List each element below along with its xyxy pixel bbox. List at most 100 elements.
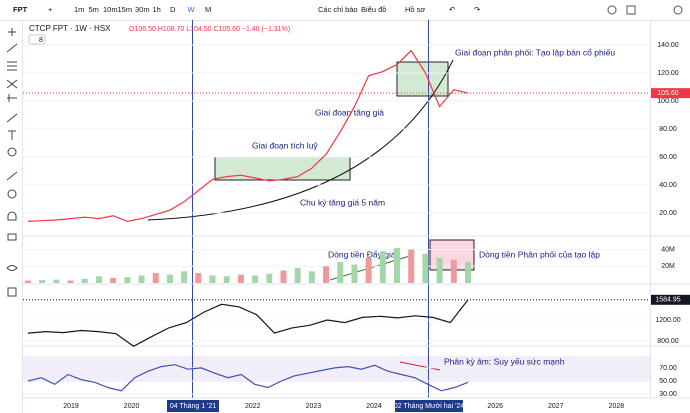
volume-bar xyxy=(209,275,216,283)
pattern-tool[interactable] xyxy=(6,79,18,89)
annotation: Phân kỳ âm: Suy yếu sức mạnh xyxy=(444,356,565,366)
y-tick-label: 80.00 xyxy=(659,126,677,133)
brush-tool[interactable] xyxy=(6,113,18,123)
volume-bar xyxy=(110,277,117,283)
ruler-tool[interactable] xyxy=(6,171,18,181)
forecast-tool[interactable] xyxy=(7,94,17,102)
interval[interactable]: W xyxy=(188,5,196,14)
volume-bar xyxy=(450,259,457,283)
y-tick-label: 140.00 xyxy=(657,42,679,49)
volume-bar xyxy=(280,270,287,283)
annotation: Giai đoạn phân phối: Tạo lập bán cổ phiế… xyxy=(455,47,615,57)
volume-bar xyxy=(25,280,31,283)
marker-label: 04 Tháng 1 '21 xyxy=(170,403,216,410)
x-tick-label: 2026 xyxy=(487,403,503,410)
interval[interactable]: 30m xyxy=(135,5,150,14)
undo[interactable]: ↶ xyxy=(449,5,456,14)
badge-box xyxy=(28,34,46,45)
profile[interactable]: Hồ sơ xyxy=(405,5,425,14)
y-tick-label: 40M xyxy=(661,246,675,253)
volume-bar xyxy=(53,279,60,283)
volume-bar xyxy=(39,280,46,283)
y-tick-label: 120.00 xyxy=(657,70,679,77)
volume-bar xyxy=(337,262,344,283)
y-tick-label: 40.00 xyxy=(659,182,677,189)
line-tool[interactable] xyxy=(6,43,18,53)
symbol[interactable]: FPT xyxy=(13,5,28,14)
volume-bar xyxy=(195,272,202,283)
volume-bar xyxy=(365,257,372,283)
annotation: Giai đoạn tích luỹ xyxy=(252,140,318,150)
volume-bar xyxy=(308,271,315,283)
volume-bar xyxy=(379,251,386,283)
volume-bar xyxy=(408,249,415,283)
trash-tool[interactable] xyxy=(7,287,17,297)
interval[interactable]: D xyxy=(170,5,176,14)
emoji-tool[interactable] xyxy=(7,147,17,157)
volume-bar xyxy=(465,262,471,283)
volume-bar xyxy=(95,276,102,283)
x-tick-label: 2022 xyxy=(245,403,261,410)
cycle-curve xyxy=(147,59,454,221)
volume-bar xyxy=(237,274,244,283)
y-tick-label: 60.00 xyxy=(659,154,677,161)
left-toolbar xyxy=(6,28,18,297)
x-tick-label: 2028 xyxy=(609,403,625,410)
last-price-bg xyxy=(651,294,690,305)
y-tick-label: 800.00 xyxy=(657,338,679,345)
y-tick-label: 100.00 xyxy=(657,98,679,105)
redo[interactable]: ↷ xyxy=(474,5,481,14)
rsi-band xyxy=(23,356,650,382)
volume-bar xyxy=(124,277,131,283)
text-tool[interactable] xyxy=(8,130,16,140)
volume-bar xyxy=(152,272,159,283)
last-price-label: 1584.95 xyxy=(655,297,680,304)
x-tick-label: 2019 xyxy=(63,403,79,410)
volume-bar xyxy=(294,267,301,283)
y-tick-label: 70.00 xyxy=(659,365,677,372)
search[interactable] xyxy=(607,5,617,15)
last-price-bg xyxy=(651,88,690,99)
magnet-tool[interactable] xyxy=(7,211,17,221)
camera[interactable] xyxy=(673,5,683,15)
annotation: Giai đoạn tăng giá xyxy=(315,107,384,117)
annotation: Chu kỳ tăng giá 5 năm xyxy=(300,197,385,207)
fullscreen[interactable] xyxy=(626,5,636,15)
indicators[interactable]: Các chỉ báo xyxy=(318,5,358,14)
interval[interactable]: 5m xyxy=(89,5,99,14)
volume-bar xyxy=(252,275,259,283)
top-toolbar: FPT + Các chỉ báo Biểu đồ Hồ sơ ↶ ↷ 1m 5m… xyxy=(13,5,683,15)
marker-label: 02 Tháng Mười hai '24 xyxy=(394,403,465,410)
interval[interactable]: M xyxy=(205,5,211,14)
lock-tool[interactable] xyxy=(7,233,17,241)
divergence-arrow xyxy=(399,361,441,371)
volume-bar xyxy=(223,276,230,283)
interval[interactable]: 10m xyxy=(103,5,118,14)
distribution-box xyxy=(396,61,449,97)
volume-bar xyxy=(67,280,74,283)
legend-ohlc: O106.50 H108.70 L104.50 C105.60 −1.40 (−… xyxy=(129,26,290,33)
eye-tool[interactable] xyxy=(6,265,18,271)
add-symbol[interactable]: + xyxy=(48,5,53,14)
x-tick-label: 2020 xyxy=(124,403,140,410)
x-tick-label: 2023 xyxy=(306,403,322,410)
y-tick-label: 50.00 xyxy=(659,378,677,385)
interval[interactable]: 15m xyxy=(118,5,133,14)
interval[interactable]: 1h xyxy=(153,5,161,14)
legend-title: CTCP FPT · 1W · HSX xyxy=(29,24,111,33)
y-tick-label: 1200.00 xyxy=(655,317,680,324)
volume-bar xyxy=(323,266,330,283)
volume-bar xyxy=(266,273,273,283)
last-price-label: 105.60 xyxy=(657,90,679,97)
zoom-tool[interactable] xyxy=(7,189,17,199)
accumulation-box xyxy=(214,156,351,181)
marker-label-bg xyxy=(167,400,219,412)
x-tick-label: 2024 xyxy=(366,403,382,410)
annotation: Dòng tiền Đẩy giá xyxy=(328,249,396,259)
crosshair-tool[interactable] xyxy=(8,28,16,36)
interval[interactable]: 1m xyxy=(74,5,84,14)
fib-tool[interactable] xyxy=(7,61,17,71)
chart-menu[interactable]: Biểu đồ xyxy=(361,5,386,14)
